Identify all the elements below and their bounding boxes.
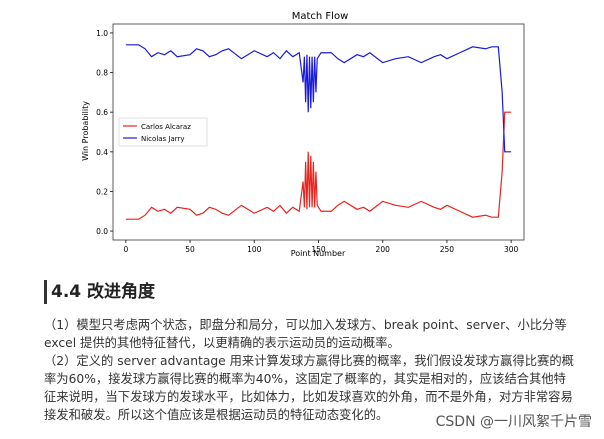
legend-box (118, 117, 208, 147)
section-heading: 4.4 改进角度 (44, 280, 155, 304)
paragraph: （2）定义的 server advantage 用来计算发球方赢得比赛的概率，我… (44, 354, 574, 422)
y-axis-label: Win Probability (81, 101, 90, 161)
chart-title: Match Flow (292, 11, 349, 22)
y-tick-label: 1.0 (96, 29, 108, 38)
legend-label: Nicolas Jarry (141, 135, 185, 143)
x-tick-label: 150 (311, 245, 326, 254)
series-line (125, 44, 512, 153)
x-tick-label: 50 (185, 245, 195, 254)
x-tick-label: 250 (440, 245, 455, 254)
chart: Match Flow Point Number Win Probability … (81, 11, 525, 258)
y-tick-label: 0.4 (96, 148, 108, 157)
watermark: CSDN @一川风絮千片雪 (435, 414, 592, 430)
x-tick-label: 200 (376, 245, 391, 254)
y-tick-label: 0.2 (96, 187, 108, 196)
x-tick-label: 0 (123, 245, 128, 254)
y-tick-label: 0.8 (96, 69, 108, 78)
x-axis-label: Point Number (291, 249, 346, 258)
series-line (125, 111, 512, 220)
y-tick-label: 0.6 (96, 108, 108, 117)
legend-label: Carlos Alcaraz (141, 123, 191, 131)
y-tick-label: 0.0 (96, 227, 108, 236)
paragraph: （1）模型只考虑两个状态，即盘分和局分，可以加入发球方、break point、… (44, 318, 567, 350)
x-tick-label: 300 (504, 245, 519, 254)
x-tick-label: 100 (247, 245, 262, 254)
